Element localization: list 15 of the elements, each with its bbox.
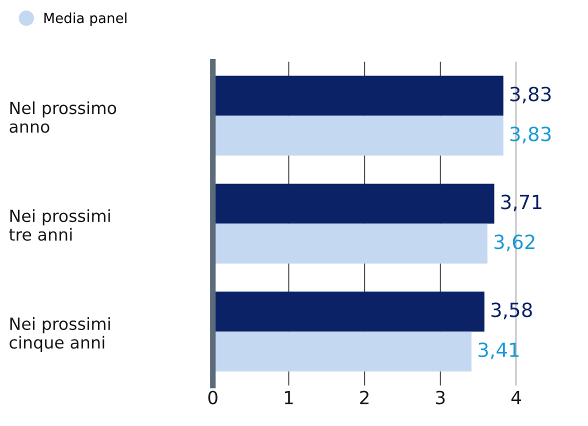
data-label: 3,58 [491,302,532,320]
data-label: 3,83 [510,126,551,144]
x-tick-label: 0 [208,390,218,404]
data-label: 3,41 [478,342,519,360]
legend-label: Media panel [44,12,126,26]
y-tick-label: Nel prossimo anno [10,101,116,133]
x-tick-label: 4 [511,390,521,404]
x-tick-label: 2 [360,390,368,404]
x-tick-label: 1 [284,390,293,404]
data-label: 3,83 [510,86,551,104]
y-tick-label: Nei prossimi cinque anni [10,317,110,352]
data-label: 3,71 [501,194,542,212]
y-tick-label: Nei prossimi tre anni [9,209,110,241]
data-label: 3,62 [494,234,534,252]
x-tick-label: 3 [436,390,445,404]
